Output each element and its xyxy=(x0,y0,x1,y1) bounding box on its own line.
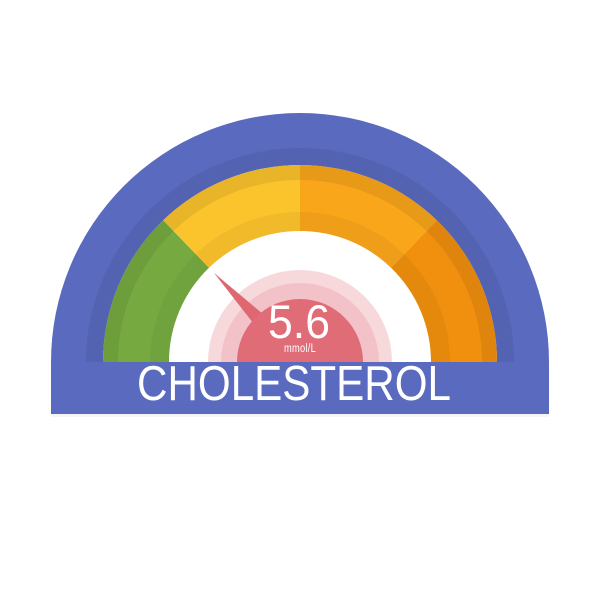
gauge-value: 5.6 xyxy=(268,295,330,348)
gauge-ring-layer xyxy=(86,148,514,362)
gauge-segment-3 xyxy=(391,220,497,362)
gauge-outer-shadow-arc xyxy=(86,148,514,362)
gauge-title: CHOLESTEROL xyxy=(137,357,451,411)
title-band-layer xyxy=(51,362,549,417)
center-value-circle xyxy=(237,299,363,362)
title-band-shadow xyxy=(51,414,549,417)
gauge-segment-2 xyxy=(300,165,437,268)
gauge-segment-0 xyxy=(102,220,209,362)
gauge-center-layer xyxy=(208,270,392,362)
gauge-unit: mmol/L xyxy=(284,343,316,355)
gauge-segment-1 xyxy=(163,165,300,268)
title-band xyxy=(51,362,549,414)
gauge-inner-shade-arc xyxy=(150,212,450,362)
